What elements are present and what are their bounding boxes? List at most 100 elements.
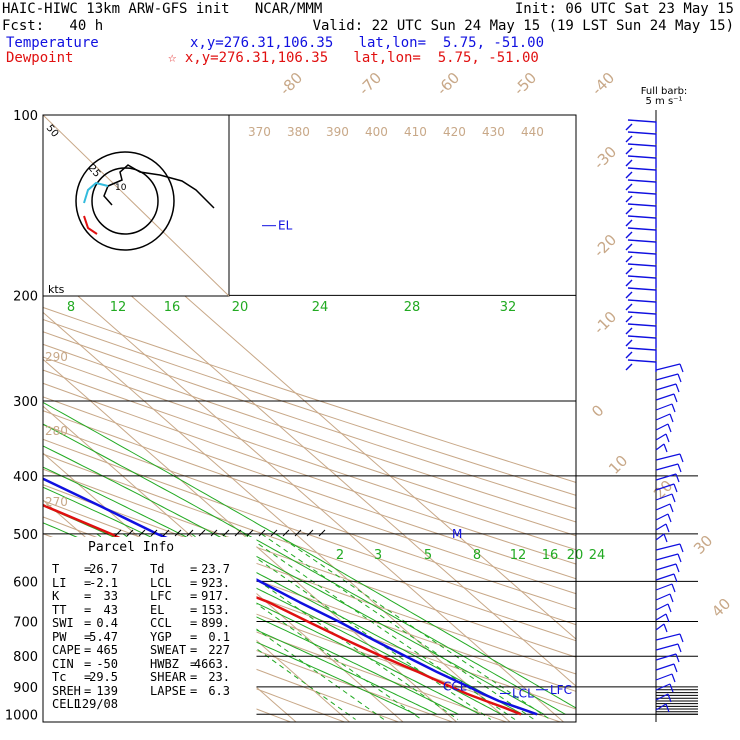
wind-barb-flag (665, 523, 670, 533)
wind-barb-flag (625, 303, 633, 311)
wind-barb-flag (625, 183, 633, 191)
parcel-param-value: 23. (208, 670, 230, 684)
wind-barb-flag (665, 613, 670, 623)
isotherm-label: -80 (276, 69, 306, 99)
pressure-label: 200 (13, 289, 38, 304)
pressure-label: 800 (13, 650, 38, 665)
barb-legend-title: Full barb: (641, 86, 688, 97)
level-hatch (126, 529, 134, 537)
dry-adiabat-line (43, 438, 576, 626)
parcel-param-name: EL (150, 602, 165, 617)
wind-barb-flag (671, 403, 676, 413)
level-hatch (198, 529, 206, 537)
wind-barb (655, 703, 667, 711)
wind-barb-flag (625, 279, 633, 287)
wind-barb (627, 299, 657, 312)
wind-barb-flag (673, 663, 678, 673)
level-hatch (186, 529, 194, 537)
parcel-equals-sign: = (84, 643, 92, 657)
wind-barb (655, 373, 679, 381)
parcel-param-name: TT (52, 602, 67, 617)
parcel-param-value: 153. (201, 602, 230, 617)
hodograph-ring (75, 151, 175, 251)
dewpoint-location: ☆ x,y=276.31,106.35 lat,lon= 5.75, -51.0… (168, 50, 539, 66)
mixing-ratio-line (157, 533, 422, 720)
parcel-equals-sign: = (190, 562, 198, 576)
wind-barb (655, 533, 665, 541)
level-label-m: M (452, 527, 462, 541)
parcel-param-name: LI (52, 575, 67, 590)
wind-barb (655, 643, 679, 651)
theta-label: 400 (365, 125, 388, 139)
forecast-hour: Fcst: 40 h (2, 18, 104, 34)
parcel-param-value: -50 (96, 656, 118, 671)
wind-barb-flag (625, 171, 633, 179)
wind-barb-flag (673, 573, 678, 583)
wind-barb (655, 393, 675, 401)
parcel-param-name: LAPSE (150, 683, 187, 698)
parcel-param-name: SWEAT (150, 643, 187, 657)
background-lines (43, 170, 576, 722)
wind-barb-flag (625, 327, 633, 335)
parcel-param-name: T (52, 562, 60, 576)
theta-label: 410 (404, 125, 427, 139)
init-time: Init: 06 UTC Sat 23 May 15 (514, 1, 734, 17)
moist-adiabat-label: 32 (500, 300, 517, 315)
wind-barb (627, 131, 657, 144)
wind-barb (627, 347, 657, 360)
mixing-ratio-label: 24 (589, 548, 606, 563)
mixing-ratio-label: 8 (473, 548, 481, 563)
level-hatch (174, 529, 182, 537)
wind-barb-flag (677, 373, 682, 383)
wind-barb-flag (679, 633, 684, 643)
wind-barb-flag (669, 413, 674, 423)
plot-frame (42, 114, 577, 723)
parcel-param-name: CAPE (52, 643, 81, 657)
parcel-param-value: 5.47 (89, 629, 118, 644)
mixing-ratio-label: 2 (336, 548, 344, 563)
wind-barb (655, 493, 673, 501)
parcel-param-value: 6.3 (208, 683, 230, 698)
wind-barb (655, 663, 675, 671)
wind-barb (655, 613, 667, 621)
moist-adiabat-label: 28 (404, 300, 421, 315)
parcel-equals-sign: = (84, 616, 92, 630)
isotherm-label: -20 (590, 231, 620, 261)
wind-barb-flag (673, 393, 678, 403)
wind-barb-flag (677, 463, 682, 473)
wind-barbs: Full barb:5 m s⁻¹ (625, 86, 688, 722)
mixing-ratio-label: 16 (542, 548, 559, 563)
dry-adiabat-line (43, 484, 576, 675)
level-hatch (222, 529, 230, 537)
level-hatch (318, 529, 326, 537)
wind-barb-flag (625, 291, 633, 299)
wind-barb (627, 143, 657, 156)
parcel-param-name: K (52, 589, 60, 603)
level-hatch (162, 529, 170, 537)
wind-barb (655, 623, 665, 631)
isotherm-label: 10 (605, 452, 631, 478)
wind-barb-flag (625, 339, 633, 347)
parcel-param-name: CIN (52, 656, 74, 671)
parcel-param-name: SREH (52, 683, 81, 698)
wind-barb (655, 503, 671, 511)
temperature-location: x,y=276.31,106.35 lat,lon= 5.75, -51.00 (190, 35, 545, 51)
wind-barb-flag (663, 533, 668, 543)
wind-barb-flag (671, 493, 676, 503)
mixing-ratio-line (122, 533, 385, 720)
temperature-legend: Temperature (6, 35, 99, 51)
level-label-ccl: CCL (443, 680, 467, 694)
wind-barb-flag (669, 503, 674, 513)
dry-adiabat-line (43, 424, 576, 610)
wind-barb (627, 191, 657, 204)
parcel-param-value: 0.4 (96, 616, 118, 630)
pressure-label: 600 (13, 575, 38, 590)
parcel-param-value: 29.5 (89, 670, 118, 684)
wind-barb-flag (667, 693, 672, 703)
wind-barb-flag (625, 255, 633, 263)
wind-barb (655, 653, 677, 661)
parcel-param-name: SWI (52, 616, 74, 630)
wind-barb-flag (669, 683, 674, 693)
wind-barb (655, 543, 681, 551)
level-hatch (294, 529, 302, 537)
